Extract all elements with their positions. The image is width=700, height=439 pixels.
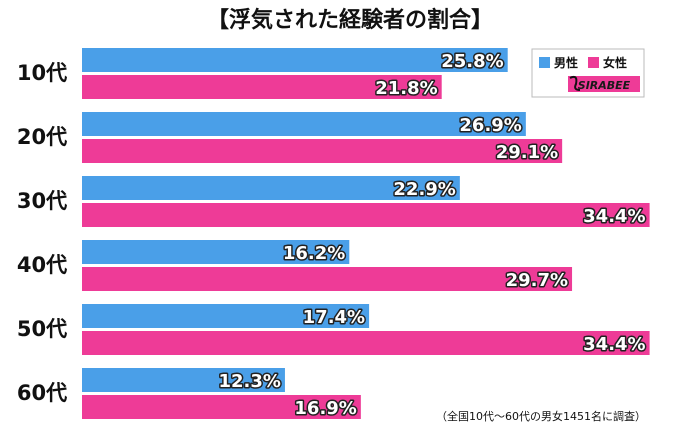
chart-title: 【浮気された経験者の割合】	[207, 7, 493, 33]
value-label-male: 26.9%	[459, 115, 521, 136]
legend-label-female: 女性	[603, 55, 627, 70]
category-label: 10代	[17, 61, 67, 85]
bar-male	[82, 240, 350, 264]
bar-female	[82, 139, 563, 163]
legend: 男性 女性 SIRABEE	[531, 48, 645, 98]
value-label-female: 16.9%	[294, 398, 356, 419]
bar-male	[82, 112, 526, 136]
legend-swatch-female	[588, 57, 599, 68]
bar-male	[82, 304, 370, 328]
legend-label-male: 男性	[554, 55, 578, 70]
value-label-female: 34.4%	[583, 334, 645, 355]
bar-female	[82, 203, 650, 227]
category-label: 30代	[17, 189, 67, 213]
value-label-male: 22.9%	[393, 179, 455, 200]
value-label-male: 17.4%	[303, 307, 365, 328]
value-label-female: 34.4%	[583, 206, 645, 227]
category-label: 20代	[17, 125, 67, 149]
bars-layer	[82, 48, 650, 419]
sirabee-logo: SIRABEE	[568, 75, 640, 92]
category-label: 50代	[17, 317, 67, 341]
bar-male	[82, 368, 285, 392]
bar-female	[82, 267, 573, 291]
bar-female	[82, 395, 361, 419]
value-label-male: 25.8%	[441, 51, 503, 72]
bar-female	[82, 331, 650, 355]
sirabee-logo-mark-icon	[569, 75, 581, 91]
value-label-female: 29.1%	[496, 142, 558, 163]
survey-note: （全国10代～60代の男女1451名に調査）	[436, 409, 646, 423]
bar-male	[82, 48, 508, 72]
category-labels-layer: 10代 20代 30代 40代 50代 60代	[17, 61, 67, 405]
legend-swatch-male	[539, 57, 550, 68]
category-label: 60代	[17, 381, 67, 405]
value-label-female: 29.7%	[506, 270, 568, 291]
bar-female	[82, 75, 442, 99]
sirabee-logo-text: SIRABEE	[578, 79, 631, 92]
bar-male	[82, 176, 460, 200]
value-label-male: 16.2%	[283, 243, 345, 264]
value-label-female: 21.8%	[375, 78, 437, 99]
value-labels-layer: 25.8%21.8% 26.9% 29.1% 22.9% 34.4% 16.2% 29.7%…	[217, 50, 647, 421]
value-label-male: 12.3%	[218, 371, 280, 392]
sirabee-logo-band	[568, 76, 640, 92]
category-label: 40代	[17, 253, 67, 277]
